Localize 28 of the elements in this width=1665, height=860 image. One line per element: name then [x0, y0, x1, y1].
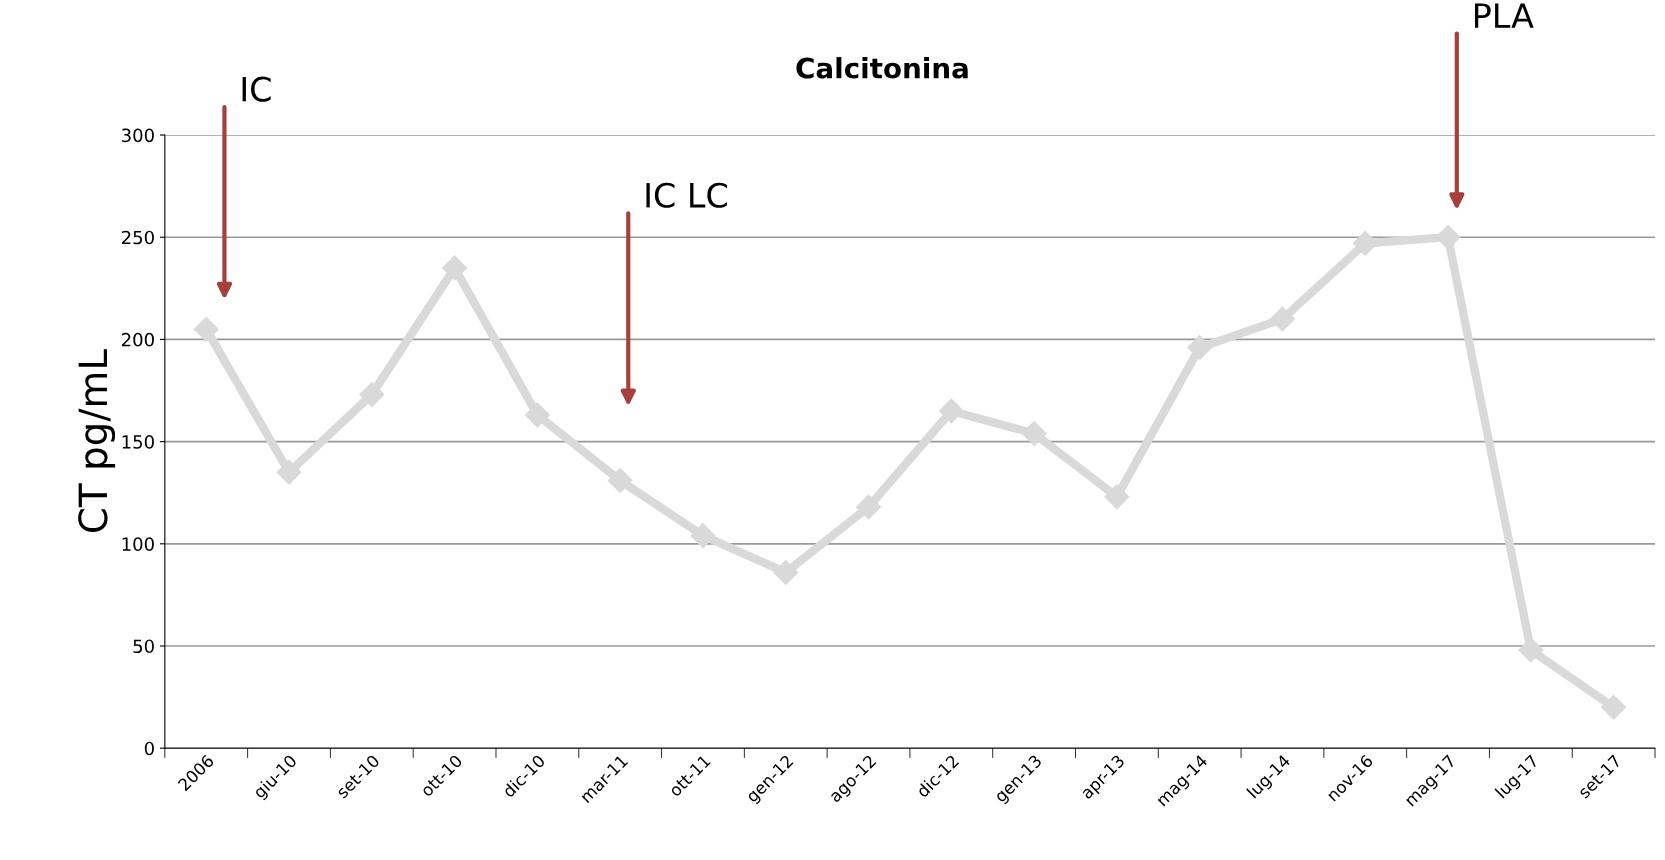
point: [607, 467, 633, 493]
point: [1269, 306, 1295, 332]
point: [359, 382, 385, 408]
point: [524, 402, 550, 428]
y-axis-title: CT pg/mL: [78, 349, 116, 533]
y-tick-label: 150: [122, 435, 154, 449]
y-tick-label: 0: [144, 741, 154, 756]
y-tick-label: 100: [122, 537, 154, 551]
text: IC: [242, 76, 271, 102]
annotation: IC LC: [646, 182, 727, 208]
point: [773, 559, 799, 585]
y-tick-label: 50: [133, 639, 154, 654]
point: [276, 459, 302, 485]
point: [1187, 335, 1213, 361]
point: [1104, 484, 1130, 510]
point: [690, 523, 716, 549]
point: [1518, 637, 1544, 663]
point: [938, 398, 964, 424]
y-tick-label: 250: [121, 230, 154, 245]
point: [1601, 694, 1627, 720]
point: [442, 255, 468, 281]
text: PLA: [1474, 3, 1534, 28]
y-tick-label: 200: [121, 332, 154, 347]
point: [856, 494, 882, 520]
y-tick-label: 300: [122, 128, 154, 143]
chart-title: Calcitonina: [796, 57, 968, 79]
point: [1021, 420, 1047, 446]
point: [193, 316, 219, 342]
